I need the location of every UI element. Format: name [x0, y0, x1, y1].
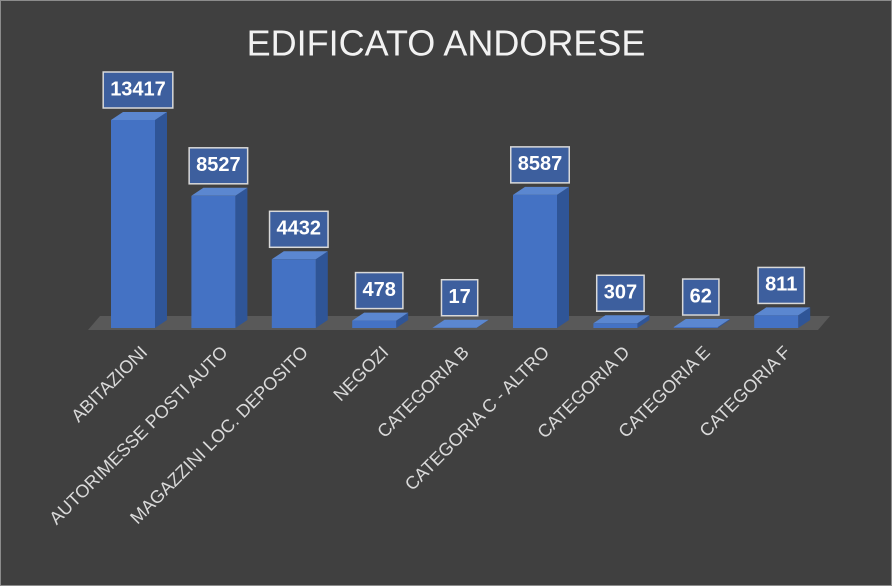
- bar: [513, 194, 557, 328]
- data-label: 307: [595, 274, 645, 312]
- data-label-box: [681, 278, 720, 316]
- data-label-box: [188, 147, 249, 185]
- data-label-text: 17: [448, 286, 470, 308]
- bar: [754, 315, 799, 328]
- data-label-box: [440, 278, 479, 317]
- bar-side: [637, 315, 650, 328]
- bar-top: [432, 319, 489, 328]
- bar-top: [191, 187, 248, 196]
- data-label: 4432: [268, 210, 329, 249]
- data-label-text: 8527: [196, 154, 241, 176]
- bar: [352, 320, 397, 328]
- bar-top: [593, 315, 650, 324]
- bar-top: [754, 307, 811, 316]
- data-label-text: 62: [690, 285, 712, 307]
- data-label-text: 13417: [110, 78, 166, 100]
- data-label: 17: [440, 278, 479, 317]
- bar: [593, 323, 638, 328]
- bar-top: [111, 112, 167, 120]
- bar-side: [476, 319, 489, 328]
- bar-side: [717, 319, 730, 328]
- bar-top: [673, 319, 730, 328]
- bar-side: [557, 186, 569, 328]
- bar: [271, 259, 316, 328]
- bar-side: [235, 187, 248, 328]
- bar: [111, 120, 155, 328]
- data-label-text: 811: [765, 274, 797, 296]
- data-label: 62: [681, 278, 720, 316]
- bar-top: [513, 186, 569, 195]
- bar-side: [315, 251, 328, 328]
- bar-side: [396, 312, 409, 328]
- data-label: 478: [354, 271, 404, 310]
- data-label: 13417: [102, 71, 174, 109]
- data-label-box: [595, 274, 645, 312]
- data-label-box: [102, 71, 174, 109]
- data-label-text: 307: [604, 282, 637, 304]
- data-label: 8527: [188, 147, 249, 185]
- data-label-text: 478: [363, 279, 396, 301]
- bar-side: [798, 307, 811, 328]
- bar: [191, 195, 236, 328]
- data-label-box: [268, 210, 329, 249]
- bar: [673, 327, 718, 328]
- data-label-text: 4432: [277, 218, 322, 240]
- data-label-text: 8587: [518, 153, 563, 175]
- data-label: 8587: [510, 146, 570, 184]
- data-label-box: [354, 271, 404, 310]
- bar-top: [352, 312, 409, 321]
- data-label: 811: [757, 266, 806, 305]
- bar-side: [155, 112, 167, 328]
- data-label-box: [510, 146, 570, 184]
- data-label-box: [757, 266, 806, 305]
- bar-top: [271, 251, 328, 260]
- chart-title: EDIFICATO ANDORESE: [247, 23, 646, 64]
